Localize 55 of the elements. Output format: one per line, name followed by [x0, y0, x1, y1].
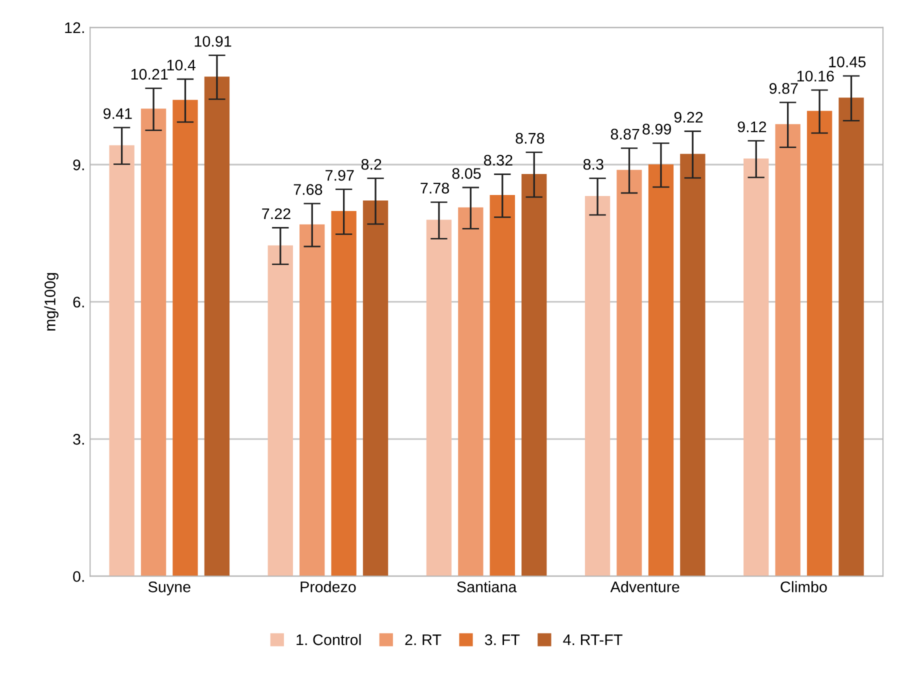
y-tick-label: 6.	[73, 296, 84, 308]
legend-label: 4. RT-FT	[563, 634, 622, 646]
bar	[268, 245, 293, 576]
legend-label: 3. FT	[484, 634, 520, 646]
y-tick-label: 9.	[73, 160, 84, 170]
y-tick-label: 12.	[65, 22, 84, 33]
bar	[806, 110, 832, 576]
bar	[140, 108, 166, 576]
bar	[648, 164, 674, 576]
data-label: 8.32	[484, 154, 512, 166]
legend-label: 1. Control	[296, 634, 361, 646]
bar	[680, 154, 706, 576]
data-label: 9.87	[770, 83, 798, 94]
data-label: 8.99	[642, 124, 671, 135]
data-label: 10.21	[131, 68, 168, 80]
y-tick-label: 3.	[73, 434, 84, 445]
x-tick-label: Adventure	[610, 581, 680, 592]
data-label: 7.97	[326, 170, 354, 181]
x-tick-label: Climbo	[780, 581, 827, 592]
bar	[584, 196, 610, 576]
bar	[300, 224, 325, 576]
y-axis-title: mg/100g	[44, 273, 58, 331]
data-label: 8.2	[361, 158, 382, 170]
bar	[838, 98, 864, 576]
data-label: 10.16	[797, 70, 834, 82]
data-label: 8.78	[516, 132, 544, 144]
x-tick-label: Suyne	[148, 582, 190, 596]
data-label: 9.22	[674, 112, 703, 123]
x-tick-label: Prodezo	[300, 581, 356, 592]
data-label: 8.05	[452, 168, 481, 179]
x-tick-label: Santiana	[457, 581, 517, 592]
bar	[331, 211, 356, 576]
y-tick-label: 0.	[73, 571, 84, 582]
data-label: 7.68	[294, 184, 322, 195]
data-label: 10.4	[167, 60, 196, 71]
legend-label: 2. RT	[405, 634, 442, 646]
data-label: 10.45	[829, 56, 866, 68]
bar	[744, 158, 769, 576]
bar	[616, 170, 642, 576]
data-label: 9.12	[738, 121, 766, 132]
bar	[109, 145, 134, 576]
data-label: 8.3	[583, 158, 604, 170]
data-label: 10.91	[194, 36, 232, 47]
data-label: 7.78	[420, 182, 450, 194]
data-label: 9.41	[104, 108, 132, 120]
bar	[458, 207, 484, 576]
bar	[490, 195, 515, 576]
data-label: 8.87	[610, 128, 640, 140]
bar	[204, 76, 230, 576]
bar	[172, 100, 198, 576]
bar	[362, 200, 388, 576]
data-label: 7.22	[262, 208, 290, 220]
bar	[522, 174, 547, 576]
bar	[775, 124, 800, 576]
bar	[426, 220, 452, 576]
